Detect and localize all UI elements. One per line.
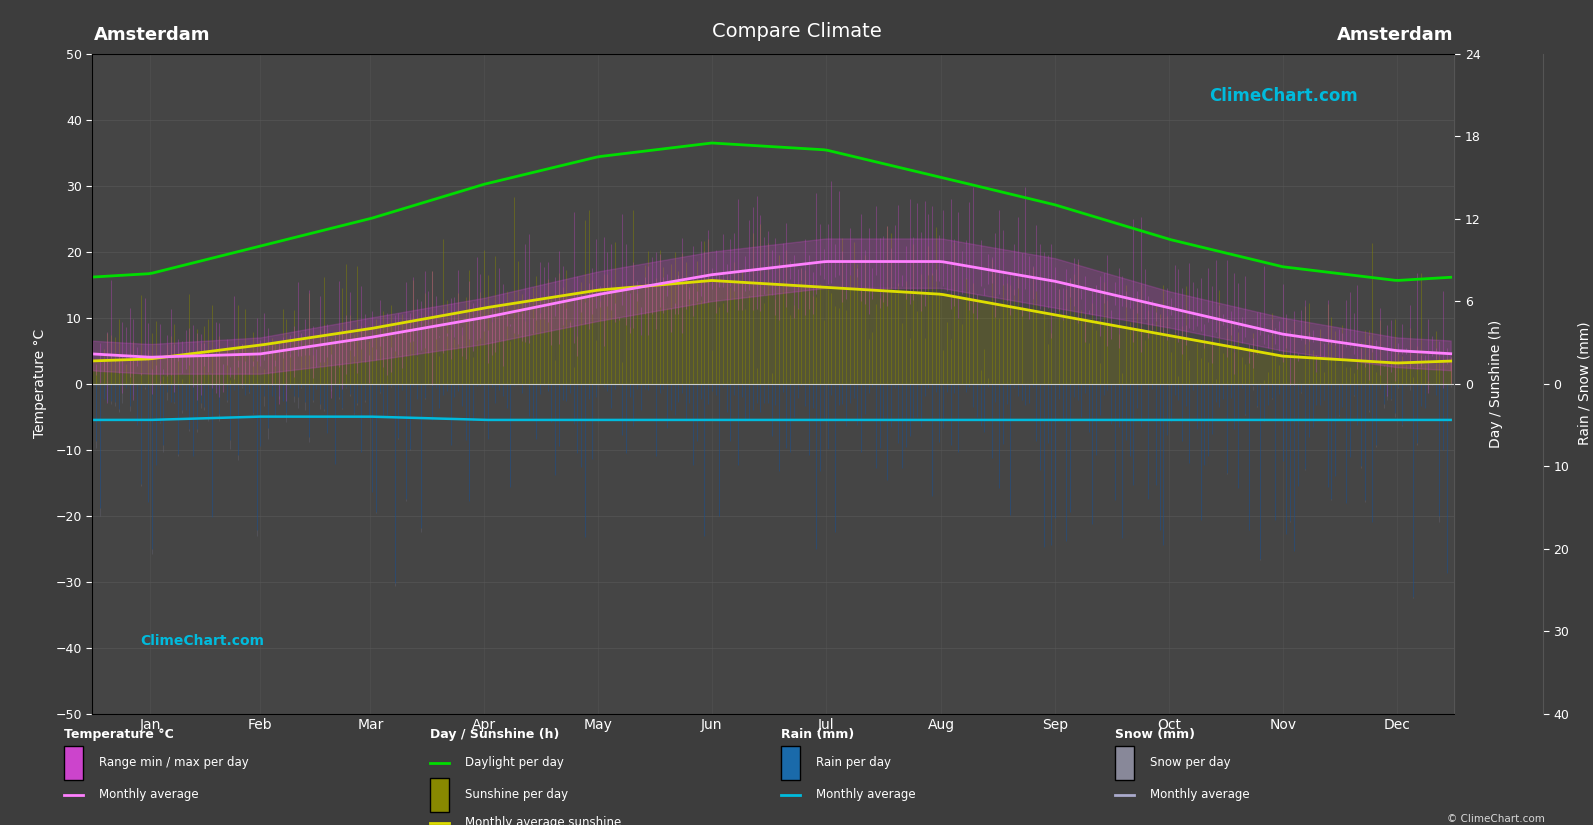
Text: Amsterdam: Amsterdam [94,26,210,44]
Text: Compare Climate: Compare Climate [712,22,881,41]
Text: ClimeChart.com: ClimeChart.com [1209,87,1357,105]
Text: Rain per day: Rain per day [816,757,890,769]
Text: Day / Sunshine (h): Day / Sunshine (h) [430,728,559,742]
Y-axis label: Rain / Snow (mm): Rain / Snow (mm) [1577,322,1591,446]
Text: Monthly average: Monthly average [99,789,199,801]
Y-axis label: Day / Sunshine (h): Day / Sunshine (h) [1489,319,1504,448]
Y-axis label: Temperature °C: Temperature °C [33,329,48,438]
FancyBboxPatch shape [430,778,449,812]
Text: Monthly average: Monthly average [1150,789,1251,801]
Text: Amsterdam: Amsterdam [1337,26,1453,44]
Text: Snow per day: Snow per day [1150,757,1231,769]
Text: Temperature °C: Temperature °C [64,728,174,742]
Text: Snow (mm): Snow (mm) [1115,728,1195,742]
FancyBboxPatch shape [1115,746,1134,780]
Text: Monthly average sunshine: Monthly average sunshine [465,817,621,825]
FancyBboxPatch shape [64,746,83,780]
Text: Sunshine per day: Sunshine per day [465,789,569,801]
Text: Rain (mm): Rain (mm) [781,728,854,742]
Text: Monthly average: Monthly average [816,789,916,801]
FancyBboxPatch shape [781,746,800,780]
Text: © ClimeChart.com: © ClimeChart.com [1448,813,1545,824]
Text: ClimeChart.com: ClimeChart.com [140,634,264,648]
Text: Range min / max per day: Range min / max per day [99,757,249,769]
Text: Daylight per day: Daylight per day [465,757,564,769]
